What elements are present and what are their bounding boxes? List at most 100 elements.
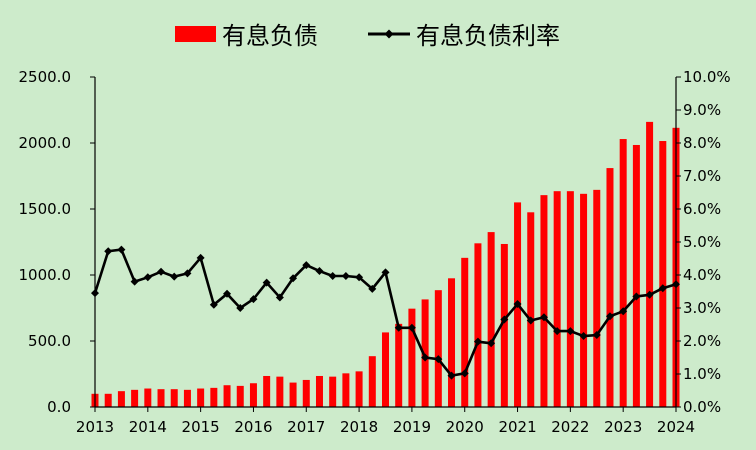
rate-point — [249, 295, 258, 304]
bar — [144, 388, 152, 407]
rate-point — [605, 312, 614, 321]
bar — [487, 232, 495, 407]
rate-point — [196, 253, 205, 262]
bar — [382, 332, 389, 407]
bar — [183, 389, 191, 407]
rate-line-series — [91, 245, 680, 380]
bar — [104, 393, 112, 407]
x-tick-label: 2015 — [182, 418, 220, 436]
x-tick-label: 2016 — [234, 418, 272, 436]
x-tick-label: 2024 — [657, 418, 695, 436]
y-left-tick-label: 0.0 — [47, 398, 71, 416]
bar — [170, 389, 178, 407]
bar — [210, 387, 218, 407]
rate-point — [262, 278, 271, 287]
x-tick-label: 2020 — [446, 418, 484, 436]
y-left-tick-label: 2000.0 — [19, 134, 72, 152]
rate-point — [579, 332, 588, 341]
x-tick-label: 2019 — [393, 418, 431, 436]
rate-point — [104, 247, 113, 256]
y-right-tick-label: 7.0% — [683, 167, 721, 185]
bar — [606, 168, 614, 407]
bar — [117, 391, 125, 407]
rate-point — [434, 355, 443, 364]
bars — [91, 121, 680, 408]
rate-point — [566, 327, 575, 336]
bar — [593, 189, 601, 407]
y-left-tick-label: 500.0 — [28, 332, 71, 350]
bar — [197, 388, 205, 407]
x-tick-label: 2022 — [551, 418, 589, 436]
rate-point — [632, 292, 641, 301]
bar — [461, 257, 469, 407]
bar — [276, 376, 284, 407]
bar — [500, 243, 508, 407]
y-right-tick-label: 4.0% — [683, 266, 721, 284]
bar — [566, 191, 574, 407]
bar — [448, 278, 456, 407]
rate-point — [91, 289, 99, 298]
bar — [223, 385, 231, 407]
rate-point — [236, 304, 245, 312]
rate-point — [170, 272, 179, 281]
legend-swatch-bar — [175, 26, 216, 42]
y-right-tick-label: 6.0% — [683, 200, 721, 218]
y-right-tick-label: 1.0% — [683, 365, 721, 383]
rate-point — [658, 284, 667, 293]
rate-point — [500, 315, 509, 324]
legend: 有息负债 有息负债利率 — [175, 22, 560, 50]
bar — [302, 379, 310, 407]
bar — [315, 375, 323, 407]
bar — [395, 323, 403, 407]
rate-point — [460, 369, 469, 378]
rate-point — [302, 261, 311, 270]
x-tick-label: 2014 — [129, 418, 167, 436]
y-left-tick-label: 1500.0 — [19, 200, 72, 218]
axes: 0.0 500.0 1000.0 1500.0 2000.0 2500.0 0.0% 1.0%… — [19, 68, 731, 436]
rate-point — [592, 331, 601, 340]
rate-point — [672, 280, 680, 289]
bar — [527, 212, 535, 407]
bar — [474, 243, 482, 407]
bar — [329, 376, 337, 407]
rate-point — [447, 371, 456, 380]
rate-point — [513, 300, 522, 309]
rate-point — [526, 316, 535, 325]
rate-point — [275, 293, 284, 302]
rate-point — [553, 327, 562, 336]
bar — [632, 144, 640, 408]
legend-swatch-marker — [384, 29, 394, 39]
bar — [619, 139, 627, 408]
y-left-tick-label: 1000.0 — [19, 266, 72, 284]
rate-point — [209, 300, 218, 309]
rate-point — [328, 271, 337, 280]
x-tick-label: 2017 — [287, 418, 325, 436]
rate-point — [355, 273, 364, 282]
bar — [157, 389, 165, 407]
bar — [553, 191, 561, 407]
y-right-tick-label: 2.0% — [683, 332, 721, 350]
y-right-tick-label: 10.0% — [683, 68, 731, 86]
bar — [421, 299, 429, 407]
bar — [434, 290, 442, 407]
y-right-tick-label: 8.0% — [683, 134, 721, 152]
x-tick-label: 2023 — [604, 418, 642, 436]
x-tick-label: 2018 — [340, 418, 378, 436]
y-left-tick-label: 2500.0 — [19, 68, 72, 86]
rate-point — [117, 245, 126, 254]
y-right-tick-label: 0.0% — [683, 398, 721, 416]
rate-point — [539, 313, 548, 322]
rate-point — [183, 269, 192, 278]
y-right-tick-label: 5.0% — [683, 233, 721, 251]
bar — [659, 141, 667, 407]
rate-point — [619, 307, 628, 316]
bar — [408, 308, 416, 407]
bar — [646, 121, 654, 407]
rate-point — [473, 337, 482, 346]
bar — [342, 373, 350, 407]
bar — [355, 371, 363, 407]
y-right-tick-label: 3.0% — [683, 299, 721, 317]
rate-point — [223, 289, 232, 298]
rate-point — [157, 267, 166, 276]
